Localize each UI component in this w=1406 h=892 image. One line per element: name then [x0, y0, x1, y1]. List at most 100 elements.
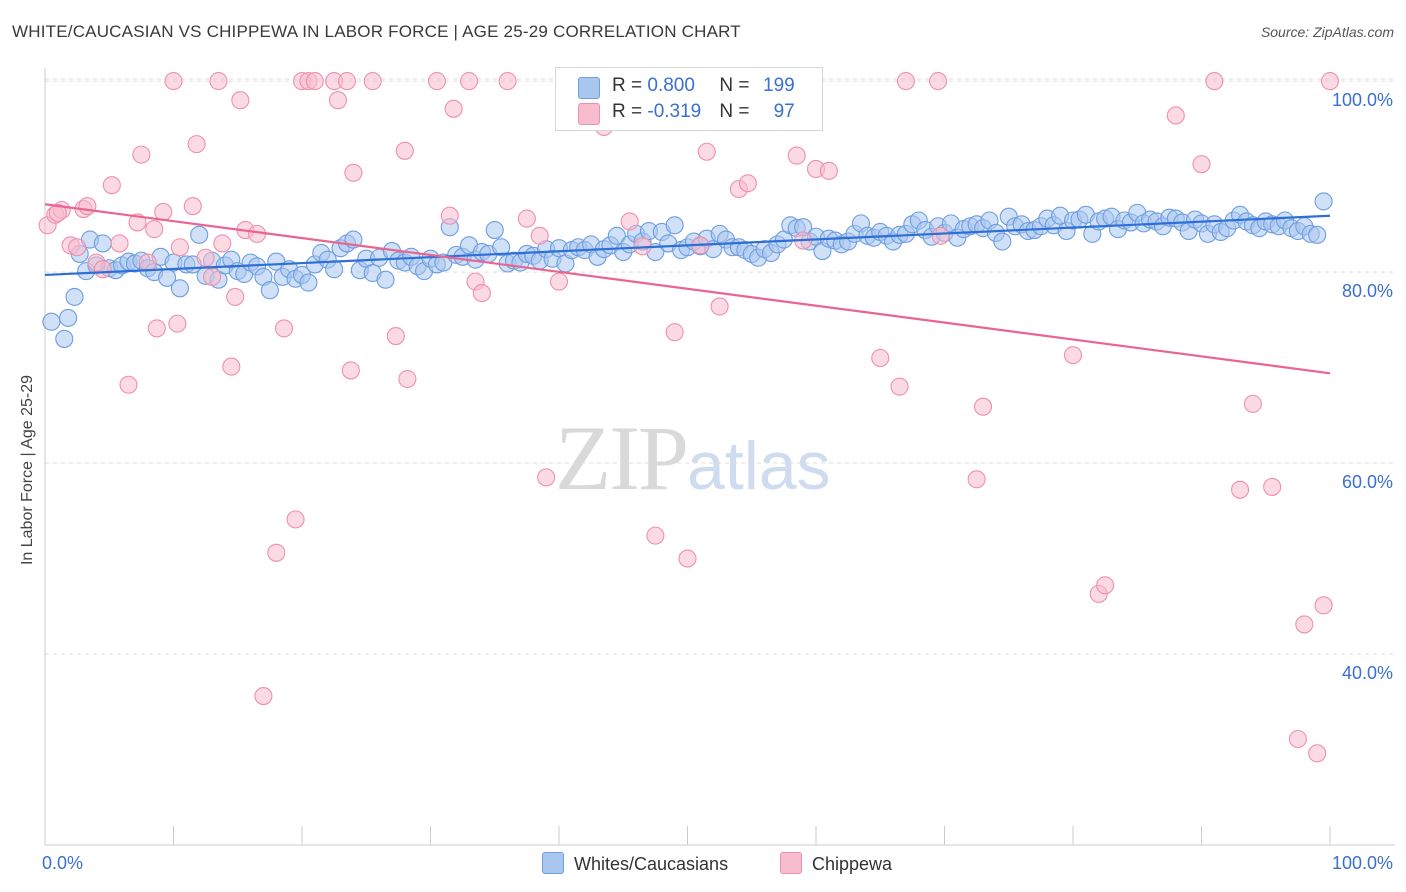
- chippewa-point: [1096, 576, 1115, 595]
- chippewa-point: [787, 146, 806, 165]
- legend-swatch-chippewa: [780, 852, 802, 874]
- chippewa-point: [187, 135, 206, 154]
- chippewa-point: [203, 267, 222, 286]
- whites-point: [170, 279, 189, 298]
- chippewa-point: [305, 72, 324, 91]
- chippewa-point: [931, 226, 950, 245]
- chippewa-point: [1192, 155, 1211, 174]
- chippewa-point: [678, 549, 697, 568]
- whites-point: [376, 270, 395, 289]
- chippewa-point: [530, 226, 549, 245]
- chippewa-point: [231, 91, 250, 110]
- y-tick-label: 80.0%: [1342, 281, 1393, 301]
- chippewa-point: [819, 161, 838, 180]
- y-axis-label: In Labor Force | Age 25-29: [19, 374, 36, 566]
- chippewa-point: [440, 206, 459, 225]
- whites-point: [260, 281, 279, 300]
- chippewa-point: [427, 72, 446, 91]
- chippewa-point: [967, 470, 986, 489]
- chippewa-point: [170, 238, 189, 257]
- whites-point: [1308, 225, 1327, 244]
- n-label: N =: [719, 101, 755, 122]
- chippewa-point: [1320, 72, 1340, 91]
- chippewa-point: [48, 203, 67, 222]
- chippewa-point: [890, 377, 909, 396]
- n-value-chippewa: 97: [773, 101, 795, 122]
- chippewa-point: [398, 369, 417, 389]
- whites-point: [42, 312, 61, 331]
- chippewa-point: [274, 319, 294, 338]
- whites-point: [492, 238, 511, 257]
- whites-point: [93, 234, 112, 253]
- chippewa-point: [93, 260, 112, 279]
- chippewa-point: [68, 238, 87, 257]
- chippewa-point: [138, 253, 157, 272]
- r-value-chippewa: -0.319: [647, 101, 702, 122]
- chippewa-point: [168, 314, 187, 333]
- chippewa-point: [78, 197, 97, 216]
- whites-point: [65, 287, 84, 306]
- chippewa-point: [646, 526, 665, 545]
- chippewa-point: [267, 543, 286, 562]
- whites-point: [485, 221, 504, 240]
- stats-text-chippewa: R = -0.319 N = 97: [612, 101, 795, 123]
- chippewa-point: [1295, 615, 1314, 634]
- whites-point: [55, 329, 74, 348]
- chippewa-point: [132, 145, 151, 164]
- chippewa-point: [128, 213, 147, 232]
- chippewa-point: [386, 326, 405, 346]
- chippewa-point: [222, 357, 241, 376]
- chippewa-point: [1243, 394, 1262, 413]
- chippewa-point: [119, 375, 138, 394]
- chippewa-point: [738, 174, 757, 193]
- whites-trend-line: [44, 214, 1331, 277]
- legend-swatch-whites: [542, 852, 564, 874]
- chippewa-point: [328, 91, 348, 110]
- chippewa-point: [1314, 596, 1333, 615]
- whites-swatch: [578, 77, 600, 99]
- chippewa-point: [164, 72, 183, 91]
- chippewa-point: [697, 142, 716, 161]
- chippewa-point: [209, 72, 228, 91]
- chippewa-point: [1063, 346, 1083, 365]
- watermark: ZIPatlas: [555, 405, 831, 511]
- y-tick-label: 100.0%: [1332, 90, 1393, 110]
- chippewa-point: [395, 141, 414, 160]
- chippewa-point: [1288, 729, 1307, 749]
- chippewa-point: [145, 220, 164, 239]
- chippewa-trend-line: [44, 203, 1331, 375]
- chippewa-point: [102, 176, 121, 195]
- chippewa-point: [973, 397, 993, 416]
- chippewa-point: [213, 234, 232, 253]
- n-label: N =: [719, 75, 755, 96]
- chippewa-point: [498, 72, 517, 91]
- chippewa-point: [549, 272, 569, 291]
- legend-item-whites: Whites/Caucasians: [542, 852, 728, 875]
- chippewa-point: [472, 284, 491, 303]
- stats-text-whites: R = 0.800 N = 199: [612, 75, 795, 97]
- whites-point: [59, 308, 78, 327]
- whites-point: [190, 225, 209, 244]
- legend-label-chippewa: Chippewa: [812, 854, 893, 874]
- chippewa-point: [147, 319, 166, 338]
- legend-item-chippewa: Chippewa: [780, 852, 892, 875]
- chippewa-point: [337, 72, 357, 91]
- x-tick-label-left: 0.0%: [42, 853, 83, 873]
- chippewa-point: [363, 72, 382, 91]
- whites-point: [607, 226, 626, 245]
- chippewa-point: [1166, 106, 1185, 125]
- whites-point: [665, 216, 684, 235]
- chippewa-point: [254, 686, 273, 706]
- chippewa-point: [620, 212, 639, 231]
- chippewa-point: [1205, 72, 1224, 91]
- chippewa-point: [1308, 744, 1327, 763]
- r-value-whites: 0.800: [647, 75, 695, 96]
- chippewa-point: [517, 209, 536, 228]
- chippewa-point: [286, 510, 305, 529]
- chippewa-point: [871, 348, 890, 368]
- r-label: R =: [612, 101, 648, 122]
- chippewa-point: [665, 323, 684, 342]
- chippewa-point: [196, 248, 215, 267]
- chippewa-point: [896, 72, 916, 91]
